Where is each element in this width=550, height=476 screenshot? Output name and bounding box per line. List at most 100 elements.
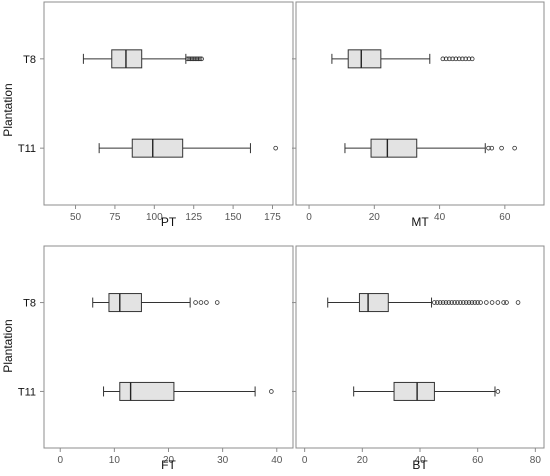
x-tick-label: 10: [109, 455, 121, 466]
box-t8: T8: [23, 293, 220, 313]
outlier-point: [456, 56, 462, 62]
iqr-box: [108, 293, 142, 313]
outlier-point: [432, 300, 437, 305]
category-label: T8: [23, 298, 36, 310]
x-tick-label: 30: [217, 455, 229, 466]
outlier-point: [204, 300, 209, 305]
outlier-point: [504, 300, 509, 305]
category-label: T11: [18, 143, 36, 155]
outlier-point: [489, 300, 495, 305]
outlier-point: [453, 56, 459, 62]
category-label: T11: [18, 386, 36, 398]
outlier-point: [460, 300, 466, 305]
outlier-point: [186, 56, 192, 62]
x-tick-label: 60: [499, 212, 511, 223]
outlier-point: [475, 300, 480, 305]
x-tick-label: 40: [271, 455, 283, 466]
iqr-box: [347, 49, 382, 69]
outlier-point: [443, 56, 449, 62]
outlier-point: [196, 56, 201, 62]
x-tick-label: 0: [57, 455, 63, 466]
outlier-point: [440, 300, 446, 305]
box-t11: T11: [18, 138, 278, 158]
outlier-point: [185, 56, 190, 62]
panel-pt: 50 75 100 125 150 175 PT T8 T11: [18, 1, 294, 229]
outlier-point: [478, 300, 483, 305]
x-tick-label: 0: [302, 455, 308, 466]
outlier-point: [198, 300, 204, 305]
x-tick-label: 20: [163, 455, 175, 466]
iqr-box: [358, 293, 389, 313]
outlier-point: [452, 300, 457, 305]
panel-frame: [43, 1, 294, 206]
x-tick-label: 20: [357, 455, 369, 466]
panel-frame: [295, 245, 545, 449]
outlier-point: [460, 56, 465, 62]
panel-frame: [295, 1, 545, 206]
outlier-point: [443, 300, 449, 305]
outlier-point: [189, 56, 195, 62]
x-tick-label: 100: [146, 212, 163, 223]
outlier-point: [455, 300, 460, 305]
outlier-point: [188, 56, 193, 62]
x-tick-label: 150: [225, 212, 242, 223]
panel-ft: 0 10 20 30 40 FT T8 T11: [18, 245, 294, 472]
y-axis-title-bottom: Plantation: [1, 319, 15, 372]
outlier-point: [484, 300, 489, 305]
x-tick-label: 50: [70, 212, 82, 223]
x-tick-label: 20: [369, 212, 381, 223]
outlier-point: [197, 56, 203, 62]
panel-bt: 0 20 40 60 80 BT: [292, 245, 545, 472]
x-tick-label: 175: [264, 212, 281, 223]
outlier-point: [489, 145, 495, 151]
iqr-box: [111, 49, 143, 69]
outlier-point: [269, 389, 274, 394]
box-t11: T11: [18, 381, 274, 401]
box-t8: [292, 293, 521, 313]
outlier-point: [447, 56, 452, 62]
box-t11: [292, 381, 501, 401]
iqr-box: [119, 381, 175, 401]
x-tick-label: 75: [109, 212, 121, 223]
outlier-point: [191, 56, 197, 62]
outlier-point: [273, 145, 278, 151]
chart-panels: 50 75 100 125 150 175 PT T8 T11 0 20 40 60 MT 0 10 20 30 4…: [18, 1, 545, 472]
panel-frame: [43, 245, 294, 449]
iqr-box: [131, 138, 184, 158]
x-axis-title: FT: [161, 458, 176, 472]
outlier-point: [440, 56, 446, 62]
outlier-point: [495, 389, 501, 394]
outlier-point: [495, 300, 501, 305]
outlier-point: [214, 300, 220, 305]
outlier-point: [466, 56, 472, 62]
outlier-point: [463, 56, 468, 62]
box-t8: T8: [23, 49, 204, 69]
outlier-point: [501, 300, 506, 305]
y-axis-titles: Plantation Plantation: [1, 83, 15, 372]
outlier-point: [437, 300, 443, 305]
panel-mt: 0 20 40 60 MT: [292, 1, 545, 229]
x-tick-label: 40: [434, 212, 446, 223]
x-tick-label: 40: [414, 455, 426, 466]
outlier-point: [466, 300, 472, 305]
outlier-point: [515, 300, 521, 305]
outlier-point: [512, 145, 517, 151]
box-t8: [292, 49, 475, 69]
outlier-point: [446, 300, 452, 305]
outlier-point: [472, 300, 478, 305]
outlier-point: [450, 56, 455, 62]
y-axis-title-top: Plantation: [1, 83, 15, 136]
box-t11: [292, 138, 517, 158]
x-tick-label: 60: [472, 455, 484, 466]
x-tick-label: 0: [306, 212, 312, 223]
iqr-box: [393, 381, 435, 401]
x-axis-title: BT: [412, 458, 428, 472]
iqr-box: [370, 138, 418, 158]
outlier-point: [194, 56, 200, 62]
x-tick-label: 125: [185, 212, 202, 223]
outlier-point: [499, 145, 504, 151]
outlier-point: [458, 300, 463, 305]
outlier-point: [463, 300, 469, 305]
outlier-point: [469, 56, 475, 62]
